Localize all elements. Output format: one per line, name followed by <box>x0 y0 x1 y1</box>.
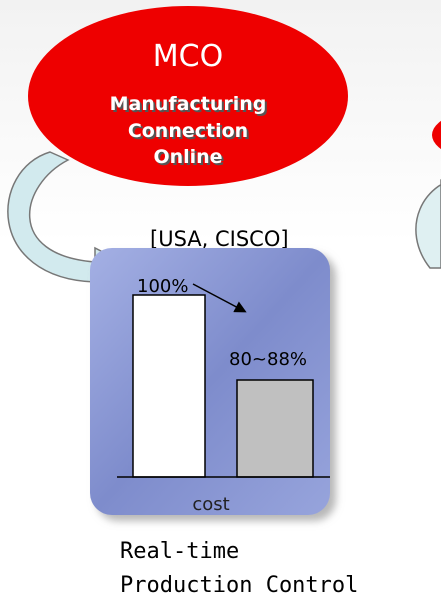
bar-before <box>132 294 206 478</box>
axis-label: cost <box>192 494 229 515</box>
bubble-line-shadow: Connection <box>130 122 250 144</box>
bubble-line: Connection <box>128 120 248 142</box>
bubble-title: MCO <box>153 39 223 74</box>
bubble-line-shadow: Online <box>155 148 224 170</box>
red-bubble <box>28 6 348 186</box>
bubble-line: Online <box>153 146 222 168</box>
bar-label: 80~88% <box>229 349 307 370</box>
red-bubble-right <box>432 120 441 150</box>
bar-after <box>236 379 314 478</box>
source-label: [USA, CISCO] <box>150 227 289 251</box>
bubble-line-shadow: Manufacturing <box>112 95 269 117</box>
bar-label: 100% <box>137 276 188 297</box>
caption-line: Production Control <box>120 573 358 598</box>
curved-arrow-right <box>415 179 441 269</box>
bubble-line: Manufacturing <box>110 93 267 115</box>
decrease-arrow <box>192 283 247 313</box>
caption-line: Real-time <box>120 539 239 564</box>
